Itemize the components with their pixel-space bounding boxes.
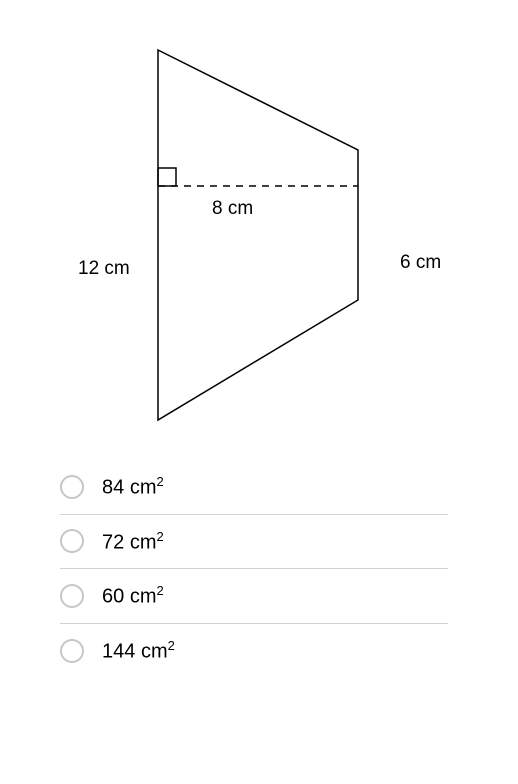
option-row[interactable]: 60 cm2 [60,569,448,624]
trapezoid-shape [158,50,358,420]
trapezoid-svg [0,0,518,460]
right-side-label: 6 cm [400,252,441,274]
right-angle-marker [158,168,176,186]
radio-button[interactable] [60,475,84,499]
left-side-label: 12 cm [78,258,130,280]
answer-options: 84 cm2 72 cm2 60 cm2 144 cm2 [0,460,518,678]
option-row[interactable]: 84 cm2 [60,460,448,515]
option-text: 84 cm2 [102,474,164,500]
option-row[interactable]: 144 cm2 [60,624,448,678]
option-text: 60 cm2 [102,583,164,609]
radio-button[interactable] [60,529,84,553]
radio-button[interactable] [60,639,84,663]
radio-button[interactable] [60,584,84,608]
option-text: 72 cm2 [102,529,164,555]
width-label: 8 cm [212,198,253,220]
option-text: 144 cm2 [102,638,175,664]
option-row[interactable]: 72 cm2 [60,515,448,570]
geometry-diagram: 12 cm 6 cm 8 cm [0,0,518,460]
